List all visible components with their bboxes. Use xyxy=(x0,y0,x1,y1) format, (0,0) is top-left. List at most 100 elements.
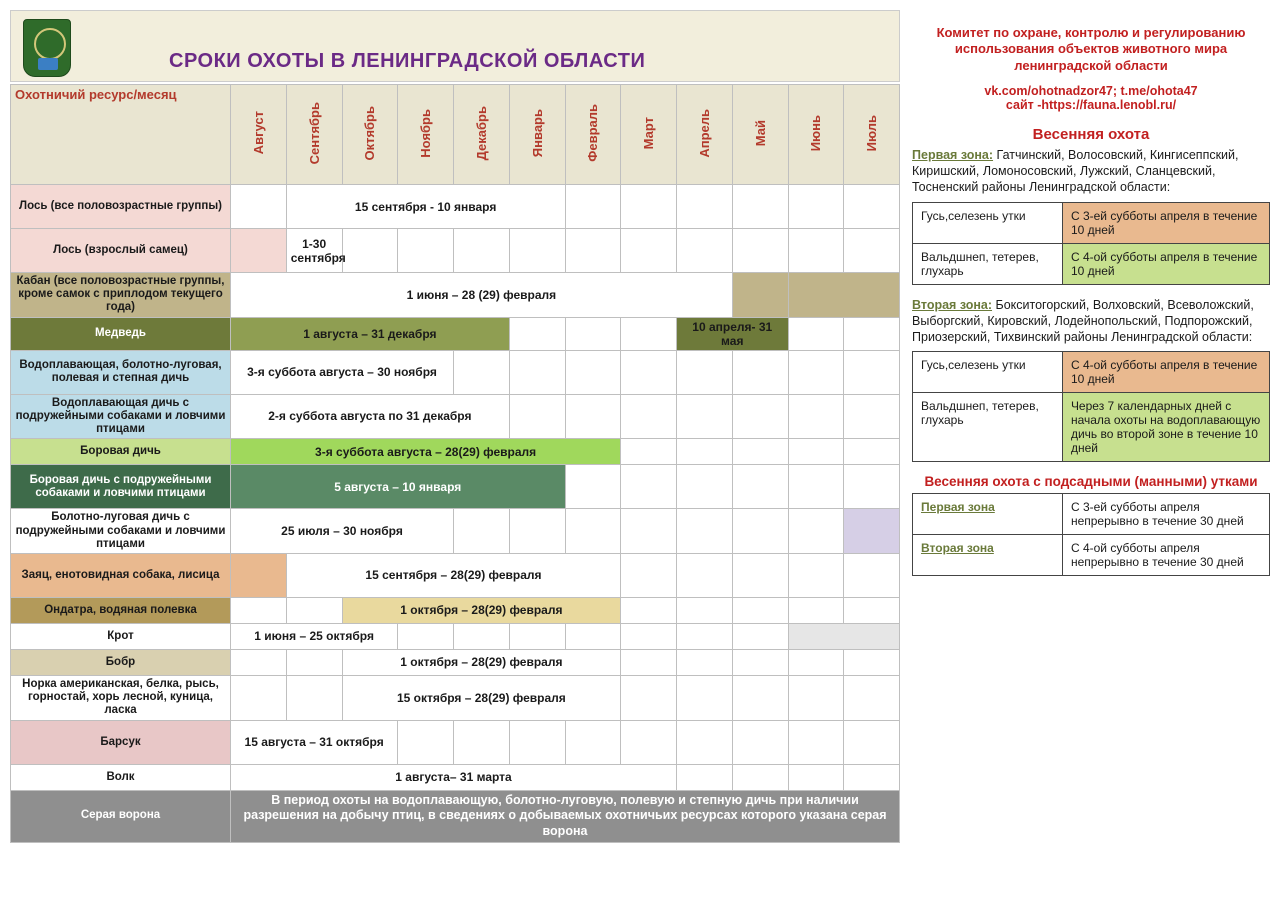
cell xyxy=(732,350,788,394)
cell xyxy=(231,597,287,623)
resource-label: Медведь xyxy=(11,317,231,350)
cell xyxy=(621,229,677,273)
schedule-panel: СРОКИ ОХОТЫ В ЛЕНИНГРАДСКОЙ ОБЛАСТИ Охот… xyxy=(10,10,900,843)
cell xyxy=(677,229,733,273)
cell xyxy=(454,350,510,394)
zone1-table: Гусь,селезень уткиС 3-ей субботы апреля … xyxy=(912,202,1270,285)
cell xyxy=(732,185,788,229)
cell xyxy=(788,720,844,764)
cell xyxy=(732,439,788,465)
cell xyxy=(844,185,900,229)
month-header: Апрель xyxy=(677,85,733,185)
cell xyxy=(621,350,677,394)
resource-label: Бобр xyxy=(11,649,231,675)
cell xyxy=(732,597,788,623)
cell xyxy=(565,465,621,509)
cell xyxy=(286,649,342,675)
period-cell-extra: 10 апреля- 31 мая xyxy=(677,317,789,350)
schedule-row: Водоплавающая дичь с подружейными собака… xyxy=(11,394,900,439)
cell xyxy=(677,509,733,554)
info-panel: Комитет по охране, контролю и регулирова… xyxy=(912,10,1270,843)
resource-label: Лось (взрослый самец) xyxy=(11,229,231,273)
committee-title: Комитет по охране, контролю и регулирова… xyxy=(912,25,1270,74)
period-cell: 3-я суббота августа – 30 ноября xyxy=(231,350,454,394)
schedule-row: Боровая дичь3-я суббота августа – 28(29)… xyxy=(11,439,900,465)
period-cell: 25 июля – 30 ноября xyxy=(231,509,454,554)
zone-row: Вальдшнеп, тетерев, глухарьЧерез 7 кален… xyxy=(913,393,1270,462)
zone1-label: Первая зона: xyxy=(912,148,993,162)
cell xyxy=(844,597,900,623)
cell xyxy=(231,553,287,597)
cell xyxy=(621,509,677,554)
cell xyxy=(677,720,733,764)
period-cell: 15 августа – 31 октября xyxy=(231,720,398,764)
schedule-row: Ондатра, водяная полевка1 октября – 28(2… xyxy=(11,597,900,623)
cell xyxy=(565,229,621,273)
cell xyxy=(844,553,900,597)
cell xyxy=(844,317,900,350)
period-cell: 5 августа – 10 января xyxy=(231,465,566,509)
cell xyxy=(844,394,900,439)
cell xyxy=(621,394,677,439)
cell xyxy=(844,649,900,675)
cell xyxy=(844,350,900,394)
cell xyxy=(509,317,565,350)
cell xyxy=(677,649,733,675)
period-cell: 1 августа – 31 декабря xyxy=(231,317,510,350)
zone2-label: Вторая зона: xyxy=(912,298,992,312)
decoy-title: Весенняя охота с подсадными (манными) ут… xyxy=(912,474,1270,489)
cell xyxy=(509,720,565,764)
zone-row: Вальдшнеп, тетерев, глухарьС 4-ой суббот… xyxy=(913,243,1270,284)
resource-label: Водоплавающая дичь с подружейными собака… xyxy=(11,394,231,439)
cell xyxy=(844,720,900,764)
zone1-desc: Первая зона: Гатчинский, Волосовский, Ки… xyxy=(912,147,1270,196)
cell xyxy=(398,229,454,273)
cell xyxy=(509,350,565,394)
zone-cell-b: С 4-ой субботы апреля в течение 10 дней xyxy=(1062,243,1269,284)
cell xyxy=(844,764,900,790)
cell xyxy=(565,317,621,350)
zone-row: Первая зонаС 3-ей субботы апреля непреры… xyxy=(913,494,1270,535)
cell xyxy=(509,394,565,439)
schedule-row: Норка американская, белка, рысь, горност… xyxy=(11,675,900,720)
cell xyxy=(732,394,788,439)
resource-label: Ондатра, водяная полевка xyxy=(11,597,231,623)
cell xyxy=(621,317,677,350)
schedule-row: Боровая дичь с подружейными собаками и л… xyxy=(11,465,900,509)
zone2-table: Гусь,селезень уткиС 4-ой субботы апреля … xyxy=(912,351,1270,462)
resource-label: Волк xyxy=(11,764,231,790)
resource-label: Лось (все половозрастные группы) xyxy=(11,185,231,229)
cell xyxy=(621,465,677,509)
period-cell: 15 октября – 28(29) февраля xyxy=(342,675,621,720)
cell xyxy=(286,597,342,623)
cell xyxy=(398,623,454,649)
cell xyxy=(621,553,677,597)
cell xyxy=(454,720,510,764)
period-cell-extra xyxy=(788,273,900,318)
schedule-row: Барсук15 августа – 31 октября xyxy=(11,720,900,764)
cell xyxy=(788,465,844,509)
cell xyxy=(565,394,621,439)
cell xyxy=(286,675,342,720)
corner-header: Охотничий ресурс/месяц xyxy=(11,85,231,185)
crow-note: В период охоты на водоплавающую, болотно… xyxy=(231,790,900,842)
period-cell: 1 июня – 25 октября xyxy=(231,623,398,649)
cell xyxy=(509,509,565,554)
month-header: Август xyxy=(231,85,287,185)
cell xyxy=(788,394,844,439)
month-header: Октябрь xyxy=(342,85,398,185)
cell xyxy=(565,623,621,649)
period-cell: 15 сентября - 10 января xyxy=(286,185,565,229)
cell xyxy=(732,273,788,318)
month-header: Май xyxy=(732,85,788,185)
schedule-row: Крот1 июня – 25 октября xyxy=(11,623,900,649)
cell xyxy=(788,764,844,790)
zone-cell-a: Гусь,селезень утки xyxy=(913,202,1063,243)
resource-label: Норка американская, белка, рысь, горност… xyxy=(11,675,231,720)
zone-cell-b: Через 7 календарных дней с начала охоты … xyxy=(1062,393,1269,462)
period-cell: 3-я суббота августа – 28(29) февраля xyxy=(231,439,621,465)
resource-label: Боровая дичь с подружейными собаками и л… xyxy=(11,465,231,509)
zone-cell-b: С 3-ей субботы апреля в течение 10 дней xyxy=(1062,202,1269,243)
cell xyxy=(788,553,844,597)
schedule-row: Медведь1 августа – 31 декабря 10 апреля- … xyxy=(11,317,900,350)
